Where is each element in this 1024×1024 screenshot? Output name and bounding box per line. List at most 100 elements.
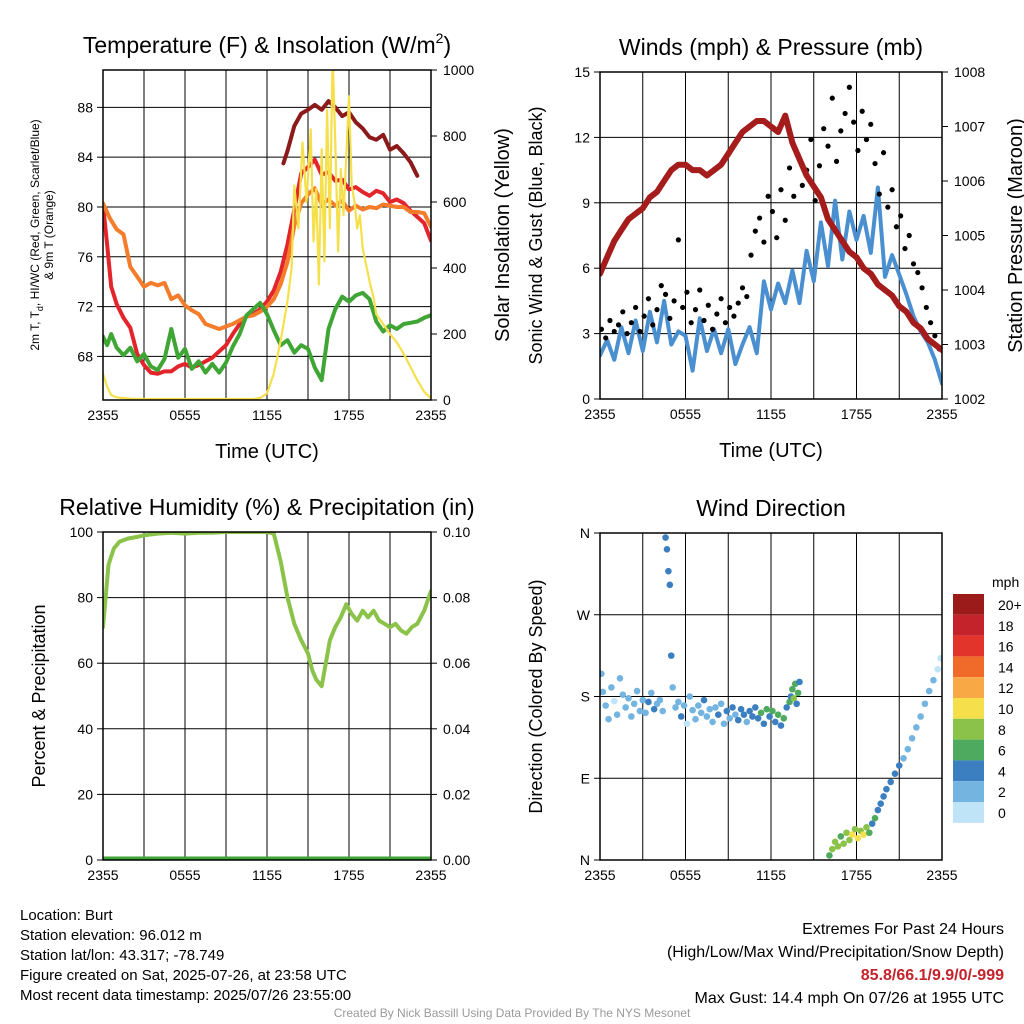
direction-point (608, 684, 615, 691)
direction-point (895, 762, 903, 769)
direction-point (619, 691, 627, 698)
y2-tick-label: 1000 (443, 62, 474, 78)
direction-point (628, 713, 635, 720)
y-tick-label: 0 (85, 852, 93, 868)
direction-point (613, 711, 621, 718)
y2-tick-label: 1002 (954, 391, 985, 407)
direction-point (630, 700, 638, 708)
gust-point (611, 328, 617, 335)
direction-point (834, 843, 842, 850)
direction-point (717, 700, 725, 708)
y-axis-label: Percent & Precipitation (29, 604, 49, 787)
gust-point (821, 126, 827, 132)
direction-point (860, 831, 867, 838)
chart-title: Winds (mph) & Pressure (mb) (619, 34, 923, 60)
y-tick-label: 80 (77, 199, 93, 215)
direction-point (602, 702, 609, 709)
direction-point (854, 834, 862, 842)
gust-point (671, 298, 677, 304)
direction-point (666, 581, 674, 589)
legend-label: 0 (998, 805, 1006, 821)
gust-point (808, 136, 814, 143)
gust-point (868, 121, 874, 127)
gust-point (650, 322, 656, 328)
gust-point (885, 204, 891, 210)
max-gust-text: Max Gust: 14.4 mph On 07/26 at 1955 UTC (694, 990, 1005, 1007)
legend-label: 6 (998, 743, 1006, 759)
direction-point (700, 696, 708, 704)
gust-point (816, 163, 823, 169)
y-tick-label: W (577, 607, 591, 623)
gust-point (880, 150, 887, 156)
y-axis-label-sub: d (35, 306, 45, 311)
y-tick-label: 68 (77, 348, 93, 364)
y2-tick-label: 1005 (954, 228, 985, 244)
station-info: Location: Burt Station elevation: 96.012… (20, 906, 351, 1006)
gust-point (910, 261, 917, 267)
y-tick-label: 72 (77, 299, 93, 315)
gust-point (615, 322, 622, 328)
gust-point (701, 317, 707, 324)
legend-swatch (953, 594, 984, 615)
direction-point (874, 806, 882, 814)
gust-point (705, 302, 711, 308)
direction-point (714, 711, 722, 718)
gust-point (829, 95, 835, 101)
direction-point (706, 705, 714, 713)
gust-point (863, 136, 870, 143)
direction-point (689, 706, 696, 714)
gust-point (697, 287, 703, 293)
direction-point (851, 825, 859, 833)
gust-point (799, 182, 805, 188)
y-axis-label: Sonic Wind & Gust (Blue, Black) (526, 106, 546, 364)
speed-legend: mph 20+ 18 16 14 12 10 8 6 4 2 0 (953, 574, 1022, 823)
direction-point (633, 687, 641, 695)
gust-point (688, 320, 694, 326)
direction-point (712, 704, 719, 711)
direction-point (883, 785, 890, 793)
direction-point (780, 715, 788, 722)
gust-point (757, 215, 763, 221)
gust-point (876, 191, 882, 197)
direction-point (636, 707, 644, 715)
legend-swatch (953, 718, 984, 740)
direction-point (667, 652, 675, 659)
direction-point (743, 718, 751, 726)
y2-axis-label: Station Pressure (Maroon) (1005, 118, 1024, 353)
direction-point (840, 840, 847, 847)
gust-point (744, 293, 750, 300)
gust-point (851, 119, 857, 125)
gust-point (932, 333, 938, 339)
series-line-4 (103, 290, 431, 383)
gust-point (722, 320, 729, 326)
direction-point (794, 689, 802, 697)
direction-point (732, 711, 739, 718)
gust-point (859, 108, 865, 114)
y-tick-label: 6 (582, 260, 590, 276)
x-axis-label: Time (UTC) (215, 441, 319, 463)
direction-point (913, 724, 920, 731)
direction-point (729, 704, 736, 711)
y-tick-label: N (580, 852, 590, 868)
plot-frame (102, 69, 432, 401)
y-axis-label-rest: , HI/WC (Red, Green, Scarlet/Blue) (28, 119, 42, 306)
x-tick-label: 2355 (584, 867, 615, 883)
y-axis-label-line1: 2m T, Td, HI/WC (Red, Green, Scarlet/Blu… (28, 119, 45, 350)
direction-point (934, 665, 942, 673)
x-tick-label: 1755 (333, 407, 364, 423)
y-tick-label: S (581, 689, 590, 705)
gust-point (718, 296, 724, 302)
direction-point (740, 711, 748, 718)
y-tick-label: N (580, 525, 590, 541)
chart-title-text: Relative Humidity (%) & Precipitation (i… (59, 494, 474, 520)
legend-swatch (953, 698, 984, 719)
y-axis-label-line2: & 9m T (Orange) (42, 190, 56, 280)
legend-swatch (953, 677, 984, 698)
y-tick-label: 9 (582, 195, 590, 211)
gust-point (739, 285, 746, 291)
direction-point (659, 707, 666, 715)
y2-tick-label: 1004 (954, 282, 985, 298)
legend-label: 14 (998, 659, 1014, 675)
gust-point (782, 217, 788, 223)
